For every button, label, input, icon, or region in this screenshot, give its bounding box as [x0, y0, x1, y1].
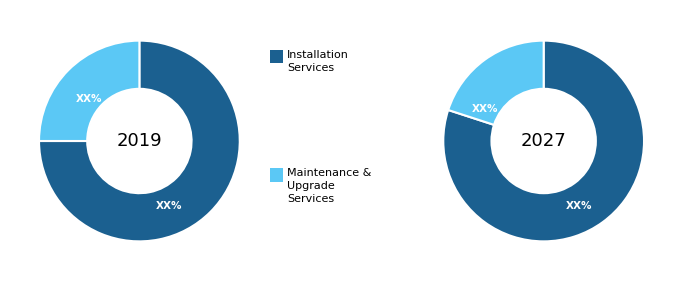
Wedge shape — [39, 41, 240, 241]
Text: Installation
Services: Installation Services — [287, 50, 349, 73]
Text: XX%: XX% — [156, 201, 183, 211]
Text: Maintenance &
Upgrade
Services: Maintenance & Upgrade Services — [287, 168, 372, 204]
Wedge shape — [443, 41, 644, 241]
Text: 2019: 2019 — [116, 132, 162, 150]
Wedge shape — [39, 41, 139, 141]
Wedge shape — [448, 41, 544, 125]
Text: XX%: XX% — [565, 201, 592, 211]
Text: XX%: XX% — [472, 104, 498, 114]
Text: XX%: XX% — [76, 94, 102, 104]
Text: 2027: 2027 — [521, 132, 567, 150]
